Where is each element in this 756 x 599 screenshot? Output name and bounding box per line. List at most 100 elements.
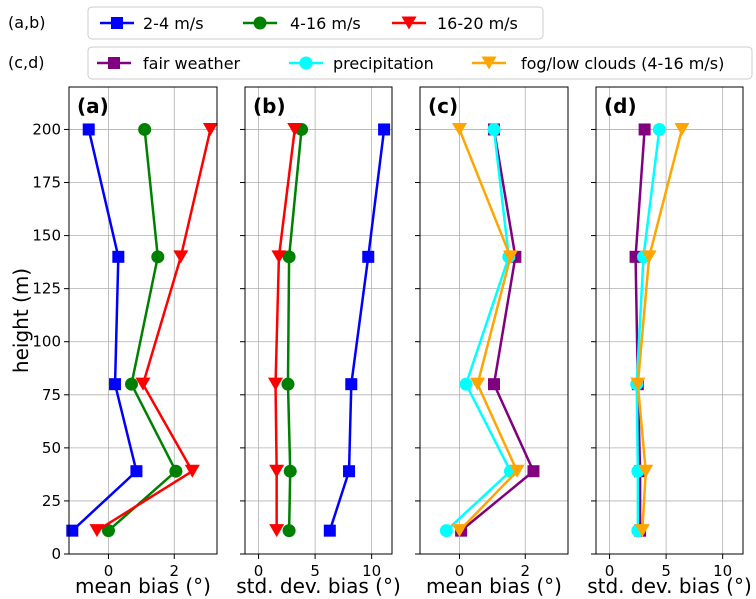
data-point <box>173 250 189 264</box>
x-axis-label: mean bias (°) <box>75 574 211 598</box>
data-point <box>283 464 297 478</box>
legend-tag: (c,d) <box>8 53 45 72</box>
x-axis-label: std. dev. bias (°) <box>587 574 752 598</box>
data-point <box>674 122 690 136</box>
panel-2: 0 2 (c) mean bias (°) <box>415 86 569 598</box>
series-line-0 <box>328 129 386 532</box>
x-tick-label: 10 <box>713 562 732 580</box>
data-point <box>638 123 651 136</box>
data-point <box>527 465 540 478</box>
y-tick-label: 175 <box>32 174 61 192</box>
legend-marker-1 <box>253 16 267 30</box>
x-tick-label: 0 <box>254 562 264 580</box>
data-point <box>101 524 115 538</box>
data-point <box>488 378 500 391</box>
x-axis-label: std. dev. bias (°) <box>236 574 401 598</box>
data-point <box>109 378 122 391</box>
legend-box <box>87 46 753 80</box>
y-tick-label: 25 <box>42 492 61 510</box>
data-point <box>343 465 356 478</box>
data-point <box>269 524 285 538</box>
data-point <box>502 250 518 264</box>
data-point <box>459 377 473 391</box>
axes-frame <box>419 86 569 555</box>
data-point <box>439 524 453 538</box>
data-point <box>652 122 666 136</box>
panel-label: (a) <box>77 94 109 118</box>
data-point <box>135 377 151 391</box>
legend-label-2: 16-20 m/s <box>437 14 518 33</box>
panel-label: (c) <box>428 94 458 118</box>
panel-3: 0 5 10 (d) std. dev. bias (°) <box>587 86 752 598</box>
y-tick-label: 75 <box>42 386 61 404</box>
data-point <box>124 377 138 391</box>
x-tick-label: 0 <box>104 562 114 580</box>
legend-box <box>87 6 544 40</box>
legend-tag: (a,b) <box>8 13 46 32</box>
y-tick-label: 125 <box>32 280 61 298</box>
x-tick-label: 0 <box>605 562 615 580</box>
data-point <box>487 122 501 136</box>
panel-1: 0 5 10 (b) std. dev. bias (°) <box>236 86 401 598</box>
y-tick-label: 150 <box>32 227 61 245</box>
y-tick-label: 200 <box>32 120 61 138</box>
legend-marker-2 <box>481 56 497 70</box>
data-point <box>271 250 287 264</box>
legend-marker-2 <box>401 16 417 30</box>
data-point <box>378 123 391 136</box>
series-line-0 <box>460 129 536 532</box>
x-tick-label: 5 <box>310 562 320 580</box>
legend-label-2: fog/low clouds (4-16 m/s) <box>521 54 724 73</box>
x-axis-label: mean bias (°) <box>426 574 562 598</box>
y-axis-label: height (m) <box>9 268 33 373</box>
axes-frame <box>595 86 744 555</box>
axes-frame <box>244 86 393 555</box>
data-point <box>130 465 143 478</box>
legend-0: (a,b) 2-4 m/s 4-16 m/s 16-20 m/s <box>8 6 544 40</box>
series-line-0 <box>71 129 138 532</box>
legend-1: (c,d) fair weather precipitation fog/low cl… <box>8 46 753 80</box>
panel-label: (d) <box>604 94 637 118</box>
x-tick-label: 0 <box>455 562 465 580</box>
data-point <box>202 122 218 136</box>
legend-label-1: precipitation <box>333 54 434 73</box>
legend-marker-0 <box>108 57 120 69</box>
panel-0: 0 25 50 75 100 125 150 175 200 0 2 (a) mean bias (°)… <box>9 86 218 598</box>
data-point <box>323 524 336 537</box>
x-tick-label: 10 <box>362 562 381 580</box>
data-point <box>641 250 657 264</box>
data-point <box>112 250 125 263</box>
legend-marker-0 <box>111 17 123 29</box>
x-tick-label: 2 <box>520 562 530 580</box>
panel-label: (b) <box>253 94 286 118</box>
data-point <box>470 377 486 391</box>
data-point <box>451 524 467 538</box>
data-point <box>282 250 296 264</box>
data-point <box>184 464 200 478</box>
x-tick-label: 2 <box>169 562 179 580</box>
data-point <box>630 377 646 391</box>
data-point <box>634 524 650 538</box>
data-point <box>362 250 375 263</box>
data-point <box>169 464 183 478</box>
series-line-1 <box>445 129 512 532</box>
legend-label-1: 4-16 m/s <box>290 14 361 33</box>
y-tick-label: 50 <box>42 439 61 457</box>
legend-marker-1 <box>299 56 313 70</box>
data-point <box>509 464 525 478</box>
data-point <box>451 122 467 136</box>
data-point <box>287 122 303 136</box>
data-point <box>268 377 284 391</box>
data-point <box>269 464 285 478</box>
data-point <box>638 464 654 478</box>
data-point <box>82 123 95 136</box>
x-tick-label: 5 <box>661 562 671 580</box>
legend-label-0: 2-4 m/s <box>143 14 204 33</box>
axes-frame <box>68 86 218 555</box>
y-tick-label: 0 <box>51 545 61 563</box>
data-point <box>89 524 105 538</box>
y-tick-label: 100 <box>32 333 61 351</box>
data-point <box>66 524 79 537</box>
data-point <box>281 377 295 391</box>
